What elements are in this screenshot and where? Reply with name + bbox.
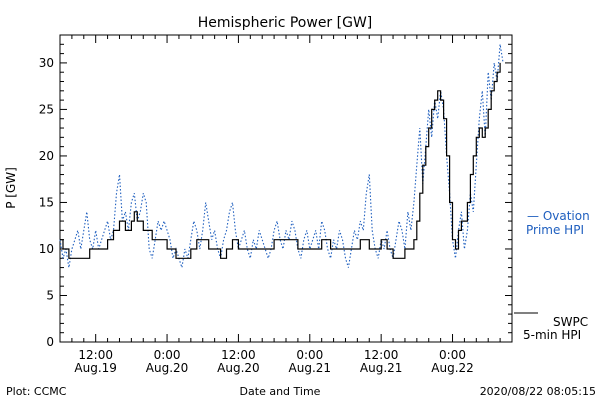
x-tick-date-label: Aug.21 xyxy=(360,361,403,375)
x-axis-ticks: 12:00Aug.190:00Aug.2012:00Aug.200:00Aug.… xyxy=(59,35,513,375)
x-tick-label: 0:00 xyxy=(296,348,323,362)
legend-swpc-label-line2: 5-min HPI xyxy=(523,328,581,342)
legend-ovation-label: — Ovation xyxy=(527,209,590,223)
y-tick-label: 30 xyxy=(39,56,54,70)
plot-frame xyxy=(59,34,513,343)
y-axis-ticks: 0 5 10 15 20 25 30 xyxy=(39,34,512,349)
y-tick-label: 25 xyxy=(39,102,54,116)
x-tick-label: 0:00 xyxy=(154,348,181,362)
x-tick-date-label: Aug.20 xyxy=(217,361,260,375)
y-tick-label: 20 xyxy=(39,149,54,163)
y-tick-label: 10 xyxy=(39,242,54,256)
series-layer xyxy=(59,44,504,268)
chart-title: Hemispheric Power [GW] xyxy=(198,15,373,31)
x-tick-date-label: Aug.22 xyxy=(431,361,474,375)
x-axis-label: Date and Time xyxy=(240,385,321,398)
y-tick-label: 15 xyxy=(39,195,54,209)
x-tick-label: 12:00 xyxy=(221,348,256,362)
y-tick-label: 0 xyxy=(46,335,54,349)
x-tick-label: 12:00 xyxy=(78,348,113,362)
footer-plot-credit: Plot: CCMC xyxy=(6,385,67,398)
x-tick-date-label: Aug.20 xyxy=(146,361,189,375)
legend-ovation-label-line2: Prime HPI xyxy=(526,223,584,237)
legend-swpc-label: SWPC xyxy=(553,315,588,329)
y-axis-label: P [GW] xyxy=(4,167,18,209)
x-tick-date-label: Aug.21 xyxy=(289,361,332,375)
x-tick-label: 12:00 xyxy=(364,348,399,362)
footer-timestamp: 2020/08/22 08:05:15 xyxy=(480,385,596,398)
ovation-series-line xyxy=(59,44,504,268)
x-tick-label: 0:00 xyxy=(439,348,466,362)
x-tick-date-label: Aug.19 xyxy=(74,361,117,375)
swpc-series-line xyxy=(60,62,501,259)
y-tick-label: 5 xyxy=(46,288,54,302)
